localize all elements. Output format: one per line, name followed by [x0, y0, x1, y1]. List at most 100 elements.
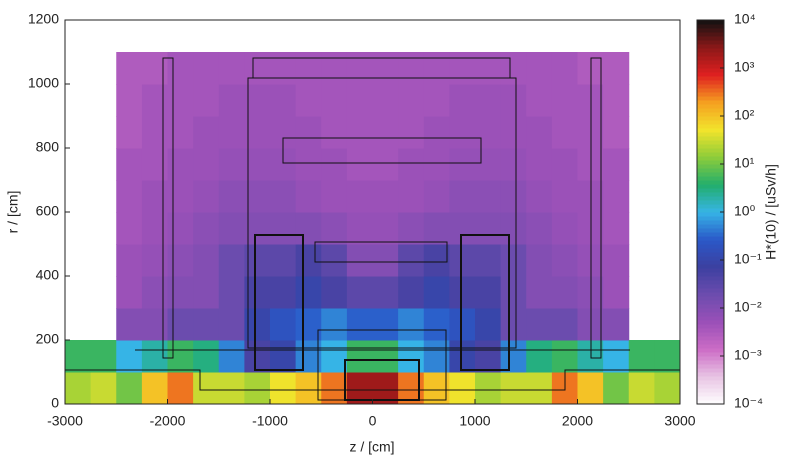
x-tick-label: 0: [369, 413, 377, 429]
colorbar-tick-label: 10⁴: [734, 11, 756, 27]
heatmap-cell: [551, 308, 578, 341]
colorbar-segment: [697, 164, 724, 169]
heatmap-cell: [398, 52, 425, 85]
heatmap-cell: [167, 340, 194, 373]
heatmap-cell: [449, 308, 476, 341]
heatmap-cell: [141, 212, 168, 245]
colorbar-segment: [697, 248, 724, 253]
heatmap-cell: [321, 244, 348, 277]
heatmap-cell: [321, 52, 348, 85]
colorbar-segment: [697, 332, 724, 337]
heatmap-cell: [526, 116, 553, 149]
colorbar-segment: [697, 352, 724, 357]
y-tick-label: 0: [51, 395, 59, 411]
colorbar-segment: [697, 348, 724, 353]
colorbar-segment: [697, 152, 724, 157]
colorbar-segment: [697, 360, 724, 365]
heatmap-cell: [398, 180, 425, 213]
heatmap-cell: [295, 52, 322, 85]
heatmap-cell: [270, 340, 297, 373]
heatmap-cell: [90, 340, 117, 373]
heatmap-cell: [500, 308, 527, 341]
heatmap-cell: [116, 52, 143, 85]
colorbar-segment: [697, 384, 724, 389]
colorbar-segment: [697, 268, 724, 273]
heatmap-cell: [295, 308, 322, 341]
heatmap-cell: [372, 180, 399, 213]
heatmap-cell: [372, 116, 399, 149]
heatmap-cell: [475, 244, 502, 277]
colorbar-segment: [697, 92, 724, 97]
colorbar-segment: [697, 212, 724, 217]
heatmap-cell: [116, 340, 143, 373]
heatmap-cell: [295, 212, 322, 245]
heatmap-cell: [398, 244, 425, 277]
colorbar-segment: [697, 32, 724, 37]
x-tick-label: -3000: [47, 413, 83, 429]
colorbar-tick-label: 10²: [734, 107, 755, 123]
colorbar-segment: [697, 328, 724, 333]
heatmap-cell: [346, 340, 373, 373]
heatmap-cell: [141, 340, 168, 373]
colorbar-segment: [697, 380, 724, 385]
heatmap-cell: [500, 244, 527, 277]
heatmap-cell: [628, 340, 655, 373]
heatmap-cell: [603, 308, 630, 341]
heatmap-cell: [551, 148, 578, 181]
heatmap-cell: [295, 116, 322, 149]
heatmap-cell: [244, 148, 271, 181]
colorbar-segment: [697, 136, 724, 141]
colorbar-segment: [697, 252, 724, 257]
heatmap-cell: [475, 116, 502, 149]
heatmap-cell: [526, 244, 553, 277]
heatmap-cell: [295, 244, 322, 277]
heatmap-cell: [141, 52, 168, 85]
heatmap-cell: [218, 148, 245, 181]
heatmap-cell: [346, 212, 373, 245]
colorbar-segment: [697, 44, 724, 49]
colorbar-segment: [697, 264, 724, 269]
colorbar-segment: [697, 96, 724, 101]
colorbar-segment: [697, 224, 724, 229]
heatmap-cell: [167, 308, 194, 341]
colorbar-segment: [697, 368, 724, 373]
heatmap-cell: [475, 212, 502, 245]
heatmap-cell: [116, 308, 143, 341]
colorbar-segment: [697, 300, 724, 305]
colorbar-segment: [697, 64, 724, 69]
heatmap-cell: [218, 244, 245, 277]
heatmap-cell: [141, 148, 168, 181]
heatmap-cell: [500, 212, 527, 245]
heatmap-cell: [321, 340, 348, 373]
heatmap-cell: [346, 116, 373, 149]
colorbar-segment: [697, 100, 724, 105]
detector-outline: [65, 57, 680, 401]
heatmap-cell: [398, 212, 425, 245]
heatmap-cell: [116, 180, 143, 213]
x-axis-label: z / [cm]: [349, 439, 394, 455]
heatmap-cell: [116, 148, 143, 181]
heatmap-cell: [398, 340, 425, 373]
heatmap-cell: [551, 244, 578, 277]
heatmap-cell: [603, 84, 630, 117]
heatmap-cell: [551, 180, 578, 213]
colorbar-segment: [697, 112, 724, 117]
heatmap-cell: [500, 372, 527, 405]
colorbar-segment: [697, 168, 724, 173]
heatmap-cell: [218, 212, 245, 245]
heatmap-cell: [295, 148, 322, 181]
heatmap-cell: [193, 116, 220, 149]
heatmap-cell: [244, 372, 271, 405]
heatmap-cell: [116, 244, 143, 277]
x-tick-label: -2000: [150, 413, 186, 429]
heatmap-cell: [551, 340, 578, 373]
heatmap-cell: [346, 84, 373, 117]
heatmap-cell: [193, 244, 220, 277]
colorbar-tick-label: 10³: [734, 59, 755, 75]
colorbar-segment: [697, 120, 724, 125]
colorbar-segment: [697, 20, 724, 25]
heatmap-cell: [116, 84, 143, 117]
heatmap-cell: [526, 148, 553, 181]
colorbar-segment: [697, 128, 724, 133]
